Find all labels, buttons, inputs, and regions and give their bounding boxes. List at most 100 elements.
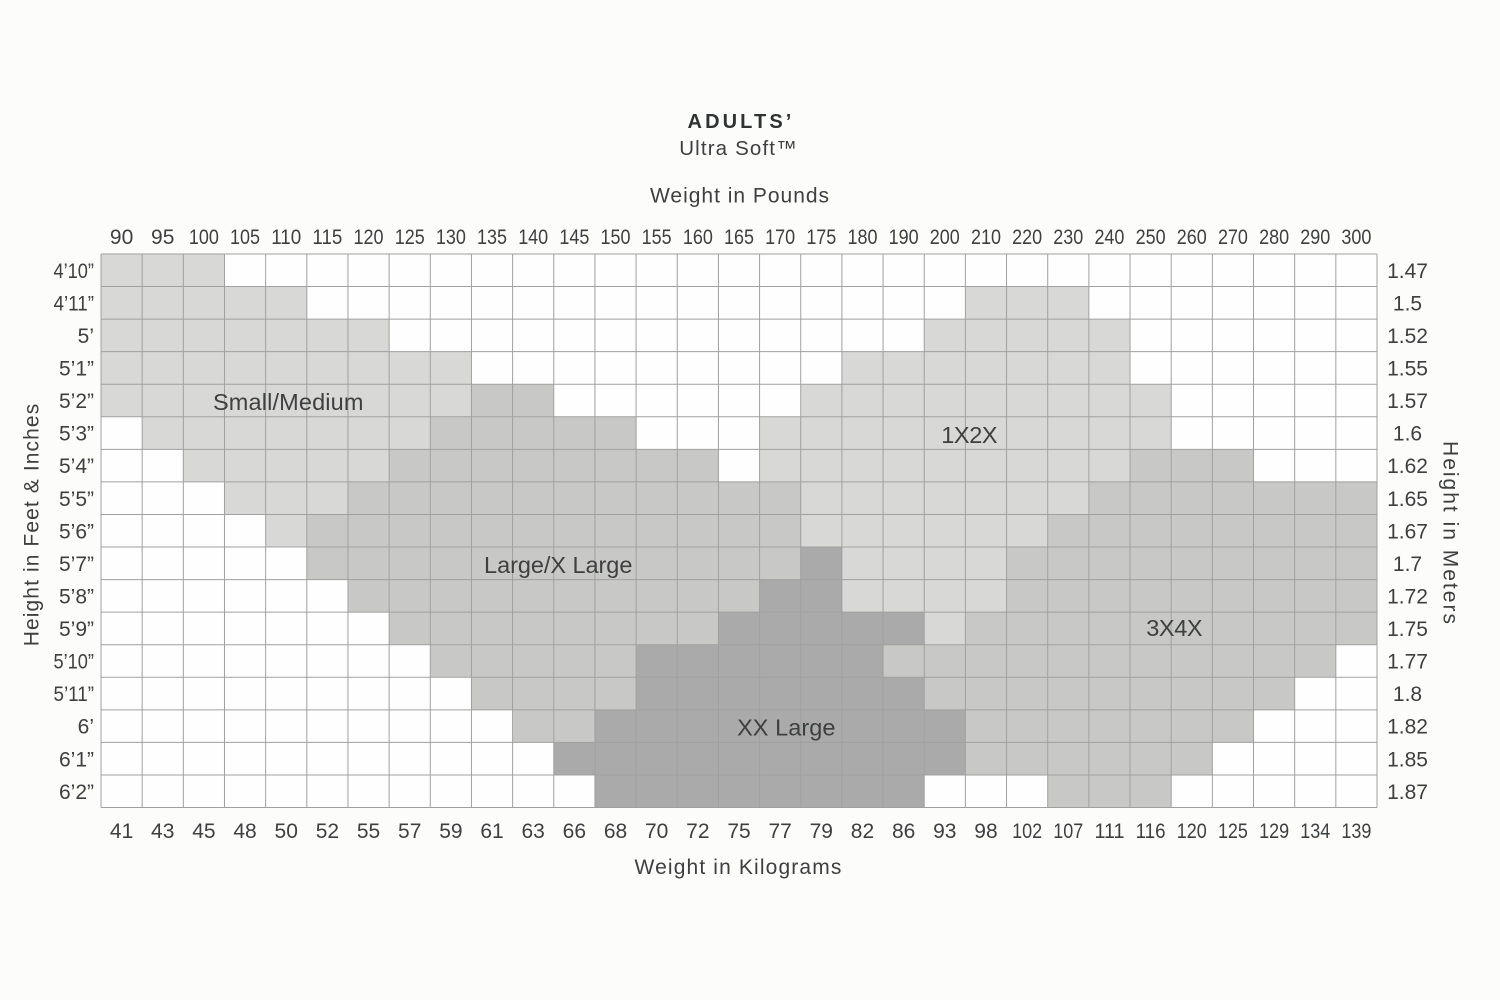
svg-text:102: 102 [1012, 820, 1042, 843]
svg-text:290: 290 [1300, 226, 1330, 249]
svg-text:160: 160 [683, 226, 713, 249]
svg-text:1.85: 1.85 [1387, 748, 1428, 771]
svg-text:Height in Meters: Height in Meters [1439, 441, 1462, 626]
svg-text:260: 260 [1177, 226, 1207, 249]
svg-text:Ultra Soft™: Ultra Soft™ [679, 137, 798, 160]
svg-text:3X4X: 3X4X [1146, 615, 1203, 641]
svg-text:5’11”: 5’11” [54, 683, 95, 706]
svg-text:145: 145 [559, 226, 589, 249]
svg-text:98: 98 [974, 820, 997, 843]
svg-text:140: 140 [518, 226, 548, 249]
svg-text:1.65: 1.65 [1387, 488, 1428, 511]
svg-text:1.5: 1.5 [1393, 292, 1422, 315]
svg-text:210: 210 [971, 226, 1001, 249]
svg-text:130: 130 [436, 226, 466, 249]
svg-text:111: 111 [1094, 820, 1124, 843]
svg-text:6’: 6’ [78, 716, 94, 739]
svg-text:4’10”: 4’10” [54, 260, 95, 283]
svg-text:250: 250 [1136, 226, 1166, 249]
svg-text:270: 270 [1218, 226, 1248, 249]
svg-text:XX Large: XX Large [737, 714, 835, 740]
svg-text:1X2X: 1X2X [941, 422, 998, 448]
svg-text:125: 125 [395, 226, 425, 249]
svg-text:139: 139 [1341, 820, 1371, 843]
svg-text:52: 52 [316, 820, 339, 843]
svg-text:5’10”: 5’10” [54, 651, 95, 674]
svg-text:1.8: 1.8 [1393, 683, 1422, 706]
svg-text:68: 68 [604, 820, 627, 843]
svg-text:72: 72 [686, 820, 709, 843]
svg-text:190: 190 [889, 226, 919, 249]
svg-text:Large/X Large: Large/X Large [484, 552, 632, 578]
svg-text:66: 66 [563, 820, 586, 843]
svg-text:115: 115 [312, 226, 342, 249]
svg-text:6’2”: 6’2” [59, 781, 94, 804]
svg-text:170: 170 [765, 226, 795, 249]
svg-text:129: 129 [1259, 820, 1289, 843]
svg-text:1.6: 1.6 [1393, 423, 1422, 446]
svg-text:43: 43 [151, 820, 174, 843]
svg-text:230: 230 [1053, 226, 1083, 249]
svg-text:5’4”: 5’4” [59, 455, 94, 478]
svg-text:95: 95 [151, 226, 174, 249]
svg-text:125: 125 [1218, 820, 1248, 843]
svg-text:5’9”: 5’9” [59, 618, 94, 641]
svg-text:165: 165 [724, 226, 754, 249]
svg-text:59: 59 [439, 820, 462, 843]
svg-text:1.75: 1.75 [1387, 618, 1428, 641]
svg-text:1.67: 1.67 [1387, 520, 1428, 543]
svg-text:5’1”: 5’1” [59, 358, 94, 381]
svg-text:5’5”: 5’5” [59, 488, 94, 511]
svg-text:45: 45 [192, 820, 215, 843]
svg-text:134: 134 [1300, 820, 1330, 843]
svg-text:105: 105 [230, 226, 260, 249]
svg-text:Small/Medium: Small/Medium [213, 389, 364, 415]
svg-text:1.57: 1.57 [1387, 390, 1428, 413]
svg-text:240: 240 [1094, 226, 1124, 249]
svg-text:63: 63 [522, 820, 545, 843]
svg-text:1.62: 1.62 [1387, 455, 1428, 478]
svg-text:90: 90 [110, 226, 133, 249]
svg-text:1.82: 1.82 [1387, 716, 1428, 739]
svg-text:175: 175 [806, 226, 836, 249]
svg-text:79: 79 [810, 820, 833, 843]
svg-text:5’7”: 5’7” [59, 553, 94, 576]
svg-text:77: 77 [768, 820, 791, 843]
svg-text:100: 100 [189, 226, 219, 249]
svg-text:180: 180 [847, 226, 877, 249]
svg-text:1.72: 1.72 [1387, 585, 1428, 608]
svg-text:1.55: 1.55 [1387, 358, 1428, 381]
svg-text:1.47: 1.47 [1387, 260, 1428, 283]
svg-text:5’3”: 5’3” [59, 423, 94, 446]
svg-text:57: 57 [398, 820, 421, 843]
svg-text:93: 93 [933, 820, 956, 843]
svg-text:135: 135 [477, 226, 507, 249]
svg-text:75: 75 [727, 820, 750, 843]
svg-text:ADULTS’: ADULTS’ [688, 111, 795, 133]
svg-text:5’: 5’ [78, 325, 94, 348]
svg-text:1.52: 1.52 [1387, 325, 1428, 348]
svg-text:5’2”: 5’2” [59, 390, 94, 413]
svg-text:300: 300 [1341, 226, 1371, 249]
svg-text:116: 116 [1136, 820, 1166, 843]
svg-text:120: 120 [354, 226, 384, 249]
svg-text:120: 120 [1177, 820, 1207, 843]
svg-text:1.7: 1.7 [1393, 553, 1422, 576]
svg-text:1.87: 1.87 [1387, 781, 1428, 804]
svg-text:110: 110 [271, 226, 301, 249]
svg-text:50: 50 [275, 820, 298, 843]
svg-text:4’11”: 4’11” [54, 292, 95, 315]
svg-text:6’1”: 6’1” [59, 748, 94, 771]
svg-text:200: 200 [930, 226, 960, 249]
svg-text:41: 41 [110, 820, 133, 843]
svg-text:86: 86 [892, 820, 915, 843]
svg-text:61: 61 [480, 820, 503, 843]
svg-text:Weight in Pounds: Weight in Pounds [650, 185, 830, 208]
svg-text:70: 70 [645, 820, 668, 843]
svg-text:5’8”: 5’8” [59, 585, 94, 608]
svg-text:155: 155 [642, 226, 672, 249]
svg-text:5’6”: 5’6” [59, 520, 94, 543]
svg-text:1.77: 1.77 [1387, 651, 1428, 674]
svg-text:82: 82 [851, 820, 874, 843]
svg-text:48: 48 [233, 820, 256, 843]
